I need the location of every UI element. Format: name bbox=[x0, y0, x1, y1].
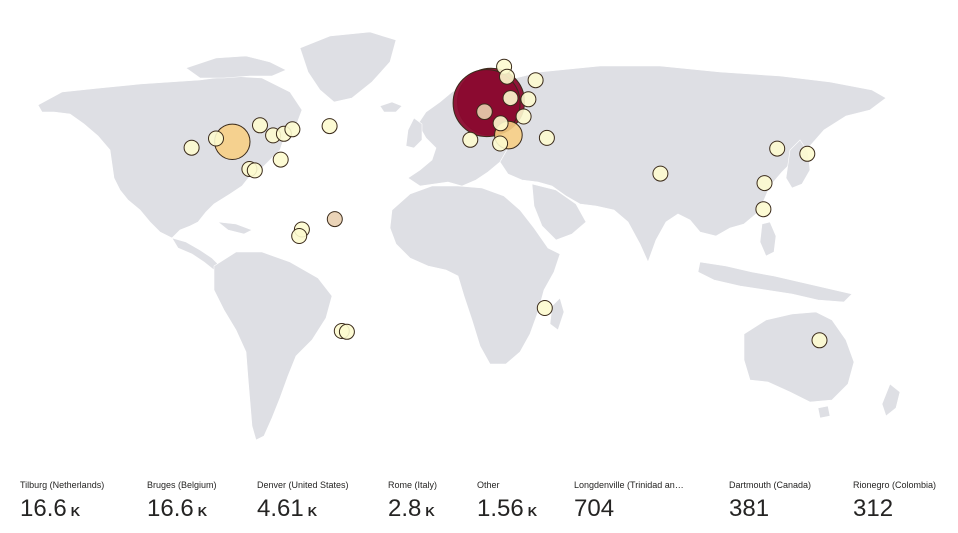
asia bbox=[499, 65, 887, 263]
kpi-suffix: K bbox=[307, 504, 318, 519]
kpi-suffix: K bbox=[70, 504, 81, 519]
kpi-value: 4.61 K bbox=[257, 494, 349, 527]
kpi-card-longdenville[interactable]: Longdenville (Trinidad an… 704 bbox=[574, 478, 684, 528]
location-bubble[interactable] bbox=[769, 140, 786, 157]
kpi-number: 1.56 bbox=[477, 495, 524, 522]
kpi-card-other[interactable]: Other 1.56 K bbox=[477, 478, 537, 528]
location-bubble[interactable] bbox=[502, 90, 519, 107]
kpi-card-rome[interactable]: Rome (Italy) 2.8 K bbox=[388, 478, 437, 528]
kpi-label: Denver (United States) bbox=[257, 480, 349, 490]
location-bubble[interactable] bbox=[515, 108, 532, 125]
south-america bbox=[213, 251, 333, 441]
australia bbox=[743, 311, 855, 403]
kpi-label: Dartmouth (Canada) bbox=[729, 480, 812, 490]
africa bbox=[389, 185, 561, 365]
kpi-suffix: K bbox=[425, 504, 435, 519]
location-bubble[interactable] bbox=[338, 323, 355, 340]
location-bubble[interactable] bbox=[652, 165, 669, 182]
kpi-number: 16.6 bbox=[147, 495, 194, 522]
location-bubble[interactable] bbox=[246, 162, 263, 179]
kpi-number: 2.8 bbox=[388, 495, 422, 522]
arctic-islands bbox=[185, 55, 287, 79]
southeast-asia-islands bbox=[697, 261, 853, 303]
kpi-label: Rome (Italy) bbox=[388, 480, 438, 490]
land-layer bbox=[37, 31, 901, 441]
location-bubble[interactable] bbox=[291, 228, 308, 244]
kpi-number: 312 bbox=[853, 495, 894, 522]
kpi-number: 4.61 bbox=[257, 495, 304, 522]
location-bubble[interactable] bbox=[252, 117, 268, 134]
location-bubble[interactable] bbox=[492, 115, 509, 132]
world-map[interactable]: Tilburg (Netherlands)Bruges (Belgium)Den… bbox=[0, 0, 958, 470]
location-bubble[interactable] bbox=[536, 300, 553, 316]
location-bubble[interactable] bbox=[183, 139, 200, 156]
map-canvas[interactable]: Tilburg (Netherlands)Bruges (Belgium)Den… bbox=[0, 0, 958, 470]
kpi-card-denver[interactable]: Denver (United States) 4.61 K bbox=[257, 478, 349, 528]
location-bubble[interactable] bbox=[527, 72, 544, 89]
location-bubble[interactable] bbox=[755, 201, 772, 218]
kpi-label: Other bbox=[477, 480, 500, 490]
kpi-card-rionegro[interactable]: Rionegro (Colombia) 312 bbox=[853, 478, 936, 528]
location-bubble[interactable] bbox=[284, 121, 301, 138]
kpi-suffix: K bbox=[197, 504, 208, 519]
location-bubble[interactable] bbox=[538, 129, 555, 146]
kpi-row: Tilburg (Netherlands) 16.6 K Bruges (Belg… bbox=[0, 478, 958, 528]
location-bubble[interactable] bbox=[272, 151, 289, 168]
location-bubble[interactable] bbox=[756, 175, 773, 192]
uk-ireland bbox=[405, 117, 423, 149]
greenland bbox=[299, 31, 397, 103]
kpi-suffix: K bbox=[527, 504, 538, 519]
kpi-value: 704 bbox=[574, 494, 684, 524]
central-america bbox=[171, 237, 221, 271]
kpi-card-dartmouth[interactable]: Dartmouth (Canada) 381 bbox=[729, 478, 811, 528]
location-bubble[interactable]: Dartmouth (Canada) bbox=[321, 118, 338, 135]
location-bubble[interactable]: Longdenville (Trinidad and Tobago) bbox=[326, 211, 343, 228]
location-bubble[interactable] bbox=[208, 130, 224, 147]
location-bubble[interactable] bbox=[499, 68, 515, 85]
kpi-number: 381 bbox=[729, 495, 770, 522]
new-zealand bbox=[881, 383, 901, 417]
kpi-value: 312 bbox=[853, 494, 936, 524]
caribbean bbox=[217, 221, 253, 235]
bubble-layer[interactable]: Tilburg (Netherlands)Bruges (Belgium)Den… bbox=[183, 58, 828, 349]
location-bubble[interactable] bbox=[520, 91, 537, 108]
location-bubble[interactable] bbox=[811, 332, 828, 349]
kpi-number: 704 bbox=[574, 495, 615, 522]
philippines bbox=[759, 221, 777, 257]
kpi-label: Longdenville (Trinidad an… bbox=[574, 480, 684, 490]
kpi-value: 2.8 K bbox=[388, 494, 437, 527]
kpi-value: 1.56 K bbox=[477, 494, 537, 527]
kpi-number: 16.6 bbox=[20, 495, 67, 522]
kpi-value: 16.6 K bbox=[20, 494, 104, 527]
north-america bbox=[37, 75, 303, 239]
kpi-label: Bruges (Belgium) bbox=[147, 480, 217, 490]
location-bubble[interactable] bbox=[476, 103, 493, 120]
location-bubble[interactable] bbox=[492, 135, 509, 152]
location-bubble[interactable] bbox=[462, 131, 479, 148]
iceland bbox=[379, 101, 403, 113]
kpi-value: 16.6 K bbox=[147, 494, 217, 527]
location-bubble[interactable] bbox=[799, 145, 816, 162]
tasmania bbox=[817, 405, 831, 419]
kpi-card-tilburg[interactable]: Tilburg (Netherlands) 16.6 K bbox=[20, 478, 104, 528]
madagascar bbox=[549, 297, 565, 331]
kpi-label: Rionegro (Colombia) bbox=[853, 480, 937, 490]
kpi-label: Tilburg (Netherlands) bbox=[20, 480, 105, 490]
kpi-value: 381 bbox=[729, 494, 811, 524]
arabia bbox=[531, 183, 587, 241]
kpi-card-bruges[interactable]: Bruges (Belgium) 16.6 K bbox=[147, 478, 217, 528]
